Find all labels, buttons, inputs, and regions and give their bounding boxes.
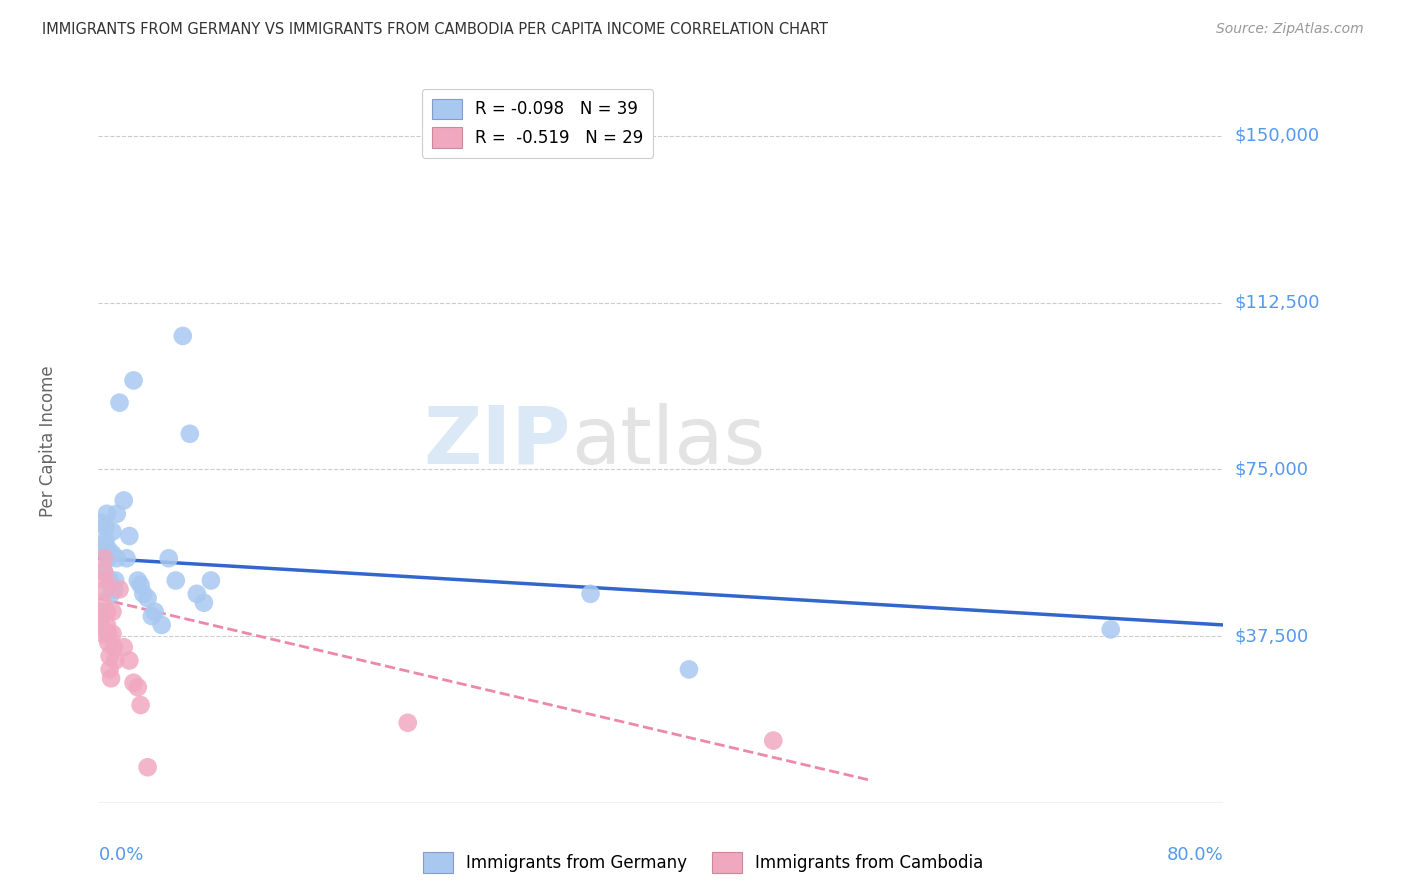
Point	[136, 591, 159, 606]
Text: $112,500: $112,500	[1234, 293, 1320, 311]
Point	[122, 675, 145, 690]
Point	[165, 574, 187, 588]
Point	[101, 627, 124, 641]
Point	[98, 662, 121, 676]
Point	[90, 516, 112, 530]
Point	[91, 538, 114, 552]
Point	[100, 587, 122, 601]
Point	[108, 582, 131, 597]
Point	[94, 533, 117, 548]
Point	[678, 662, 700, 676]
Point	[97, 627, 120, 641]
Point	[94, 520, 117, 534]
Point	[112, 640, 135, 655]
Point	[101, 547, 124, 561]
Point	[98, 649, 121, 664]
Text: 0.0%: 0.0%	[98, 847, 143, 864]
Text: Source: ZipAtlas.com: Source: ZipAtlas.com	[1216, 22, 1364, 37]
Point	[143, 605, 166, 619]
Point	[396, 715, 419, 730]
Point	[93, 551, 115, 566]
Point	[762, 733, 785, 747]
Point	[108, 395, 131, 409]
Point	[94, 574, 117, 588]
Point	[112, 493, 135, 508]
Point	[90, 618, 112, 632]
Text: $37,500: $37,500	[1234, 627, 1309, 645]
Point	[118, 529, 141, 543]
Point	[101, 605, 124, 619]
Text: atlas: atlas	[571, 402, 765, 481]
Point	[172, 329, 194, 343]
Point	[141, 609, 163, 624]
Point	[105, 507, 128, 521]
Point	[93, 565, 115, 579]
Point	[186, 587, 208, 601]
Point	[90, 609, 112, 624]
Point	[93, 565, 115, 579]
Point	[1099, 623, 1122, 637]
Point	[129, 698, 152, 712]
Point	[150, 618, 173, 632]
Text: ZIP: ZIP	[423, 402, 571, 481]
Point	[100, 671, 122, 685]
Point	[91, 627, 114, 641]
Legend: R = -0.098   N = 39, R =  -0.519   N = 29: R = -0.098 N = 39, R = -0.519 N = 29	[422, 88, 654, 158]
Point	[91, 596, 114, 610]
Point	[122, 373, 145, 387]
Text: IMMIGRANTS FROM GERMANY VS IMMIGRANTS FROM CAMBODIA PER CAPITA INCOME CORRELATIO: IMMIGRANTS FROM GERMANY VS IMMIGRANTS FR…	[42, 22, 828, 37]
Point	[179, 426, 201, 441]
Point	[127, 680, 149, 694]
Point	[132, 587, 155, 601]
Point	[103, 582, 125, 597]
Text: Per Capita Income: Per Capita Income	[39, 366, 56, 517]
Point	[93, 542, 115, 557]
Point	[127, 574, 149, 588]
Point	[129, 578, 152, 592]
Point	[98, 574, 121, 588]
Text: $75,000: $75,000	[1234, 460, 1309, 478]
Point	[579, 587, 602, 601]
Point	[104, 653, 127, 667]
Text: $150,000: $150,000	[1234, 127, 1319, 145]
Point	[115, 551, 138, 566]
Point	[96, 618, 118, 632]
Point	[136, 760, 159, 774]
Point	[118, 653, 141, 667]
Point	[101, 524, 124, 539]
Point	[105, 551, 128, 566]
Point	[157, 551, 180, 566]
Point	[94, 582, 117, 597]
Point	[104, 574, 127, 588]
Text: 80.0%: 80.0%	[1167, 847, 1223, 864]
Point	[96, 605, 118, 619]
Point	[193, 596, 215, 610]
Point	[103, 640, 125, 655]
Point	[97, 636, 120, 650]
Point	[97, 551, 120, 566]
Point	[97, 542, 120, 557]
Point	[96, 507, 118, 521]
Point	[89, 605, 111, 619]
Legend: Immigrants from Germany, Immigrants from Cambodia: Immigrants from Germany, Immigrants from…	[416, 846, 990, 880]
Point	[200, 574, 222, 588]
